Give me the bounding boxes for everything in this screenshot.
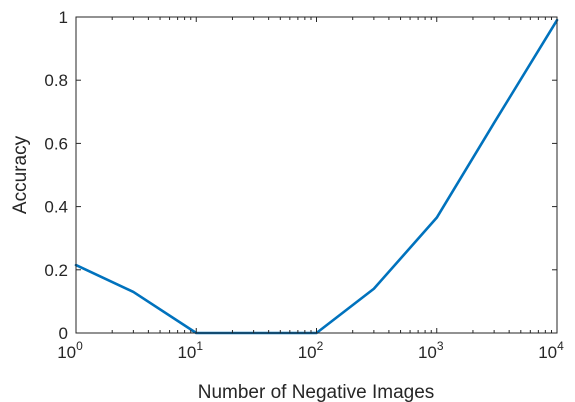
plot-background bbox=[76, 17, 557, 333]
y-tick-label: 0.8 bbox=[44, 71, 68, 90]
y-tick-label: 0.2 bbox=[44, 261, 68, 280]
x-axis-title: Number of Negative Images bbox=[198, 382, 435, 402]
y-axis-title: Accuracy bbox=[10, 135, 31, 214]
axes-layer: 100 101 102 103 104 0 0.2 0.4 0.6 0.8 1 bbox=[44, 8, 564, 362]
y-tick-label: 0 bbox=[59, 324, 68, 343]
x-tick-label: 104 bbox=[538, 339, 564, 362]
y-tick-label: 1 bbox=[59, 8, 68, 27]
plot-area bbox=[76, 17, 557, 333]
x-tick-label: 100 bbox=[57, 339, 83, 362]
x-tick-label: 103 bbox=[418, 339, 444, 362]
y-tick-label: 0.6 bbox=[44, 134, 68, 153]
x-tick-label: 102 bbox=[298, 339, 324, 362]
y-tick-label: 0.4 bbox=[44, 198, 68, 217]
x-tick-label: 101 bbox=[177, 339, 203, 362]
